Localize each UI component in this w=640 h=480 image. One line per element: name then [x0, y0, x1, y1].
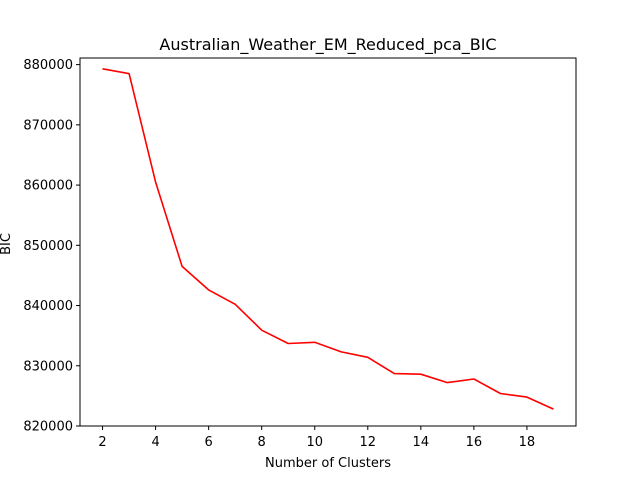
y-tick-label: 860000 [23, 179, 73, 194]
x-tick-label: 18 [519, 435, 536, 450]
axes-frame [79, 57, 577, 427]
x-tick-label: 8 [258, 435, 266, 450]
x-tick-label: 14 [413, 435, 430, 450]
plot-area [102, 68, 554, 410]
y-tick-label: 820000 [23, 420, 73, 435]
x-tick-label: 12 [360, 435, 377, 450]
x-axis-label: Number of Clusters [265, 456, 391, 471]
bic-series-line [102, 68, 554, 410]
y-axis-label: BIC [0, 233, 14, 255]
x-tick-label: 6 [205, 435, 213, 450]
x-tick-label: 4 [151, 435, 159, 450]
x-axis-ticks: 2 4 6 8 10 12 14 16 18 [98, 426, 535, 450]
y-axis-ticks: 820000 830000 840000 850000 860000 870000 8800… [23, 58, 80, 435]
x-tick-label: 10 [306, 435, 323, 450]
y-tick-label: 840000 [23, 299, 73, 314]
x-tick-label: 2 [98, 435, 106, 450]
x-tick-label: 16 [466, 435, 483, 450]
y-tick-label: 880000 [23, 58, 73, 73]
chart-title: Australian_Weather_EM_Reduced_pca_BIC [159, 35, 496, 55]
y-tick-label: 850000 [23, 239, 73, 254]
y-tick-label: 830000 [23, 359, 73, 374]
y-tick-label: 870000 [23, 118, 73, 133]
